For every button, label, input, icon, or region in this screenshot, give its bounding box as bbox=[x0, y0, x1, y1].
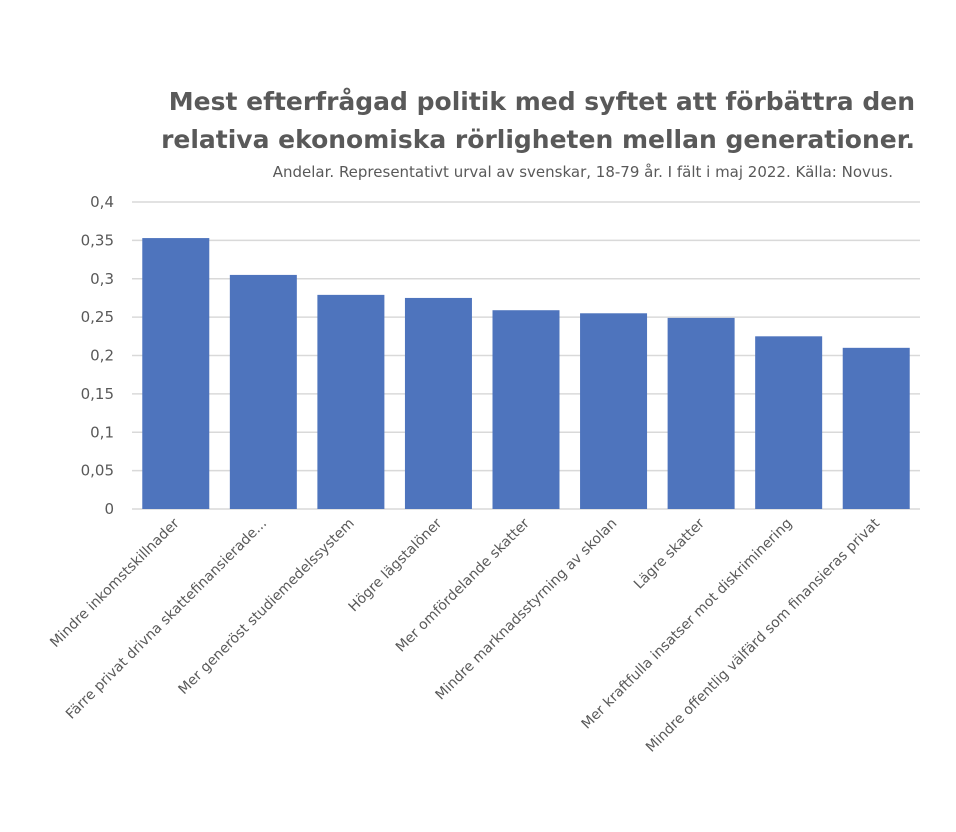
y-tick-label: 0 bbox=[104, 500, 114, 518]
chart-title-line-2: relativa ekonomiska rörligheten mellan g… bbox=[161, 125, 915, 154]
x-category-label: Mer generöst studiemedelssystem bbox=[175, 516, 357, 698]
bar bbox=[317, 294, 385, 509]
bar bbox=[404, 297, 472, 509]
chart-title-line-1: Mest efterfrågad politik med syftet att … bbox=[169, 87, 915, 116]
y-tick-label: 0,3 bbox=[90, 270, 114, 288]
bar bbox=[755, 336, 823, 509]
x-category-label: Högre lägstalöner bbox=[346, 515, 446, 615]
bar bbox=[667, 317, 735, 509]
bar bbox=[229, 274, 297, 509]
x-category-label: Färre privat drivna skattefinansierade..… bbox=[63, 516, 270, 723]
y-tick-label: 0,1 bbox=[90, 423, 114, 441]
y-tick-label: 0,15 bbox=[81, 385, 114, 403]
bar bbox=[492, 310, 560, 509]
y-tick-label: 0,05 bbox=[81, 462, 114, 480]
bar bbox=[842, 347, 910, 509]
y-tick-label: 0,25 bbox=[81, 308, 114, 326]
bar bbox=[580, 313, 648, 509]
bar bbox=[142, 238, 210, 509]
x-category-label: Lägre skatter bbox=[631, 515, 708, 592]
y-tick-label: 0,4 bbox=[90, 193, 114, 211]
y-tick-label: 0,35 bbox=[81, 231, 114, 249]
chart-subtitle: Andelar. Representativt urval av svenska… bbox=[273, 163, 893, 181]
y-tick-label: 0,2 bbox=[90, 347, 114, 365]
x-category-label: Mindre marknadsstyrning av skolan bbox=[433, 516, 621, 704]
